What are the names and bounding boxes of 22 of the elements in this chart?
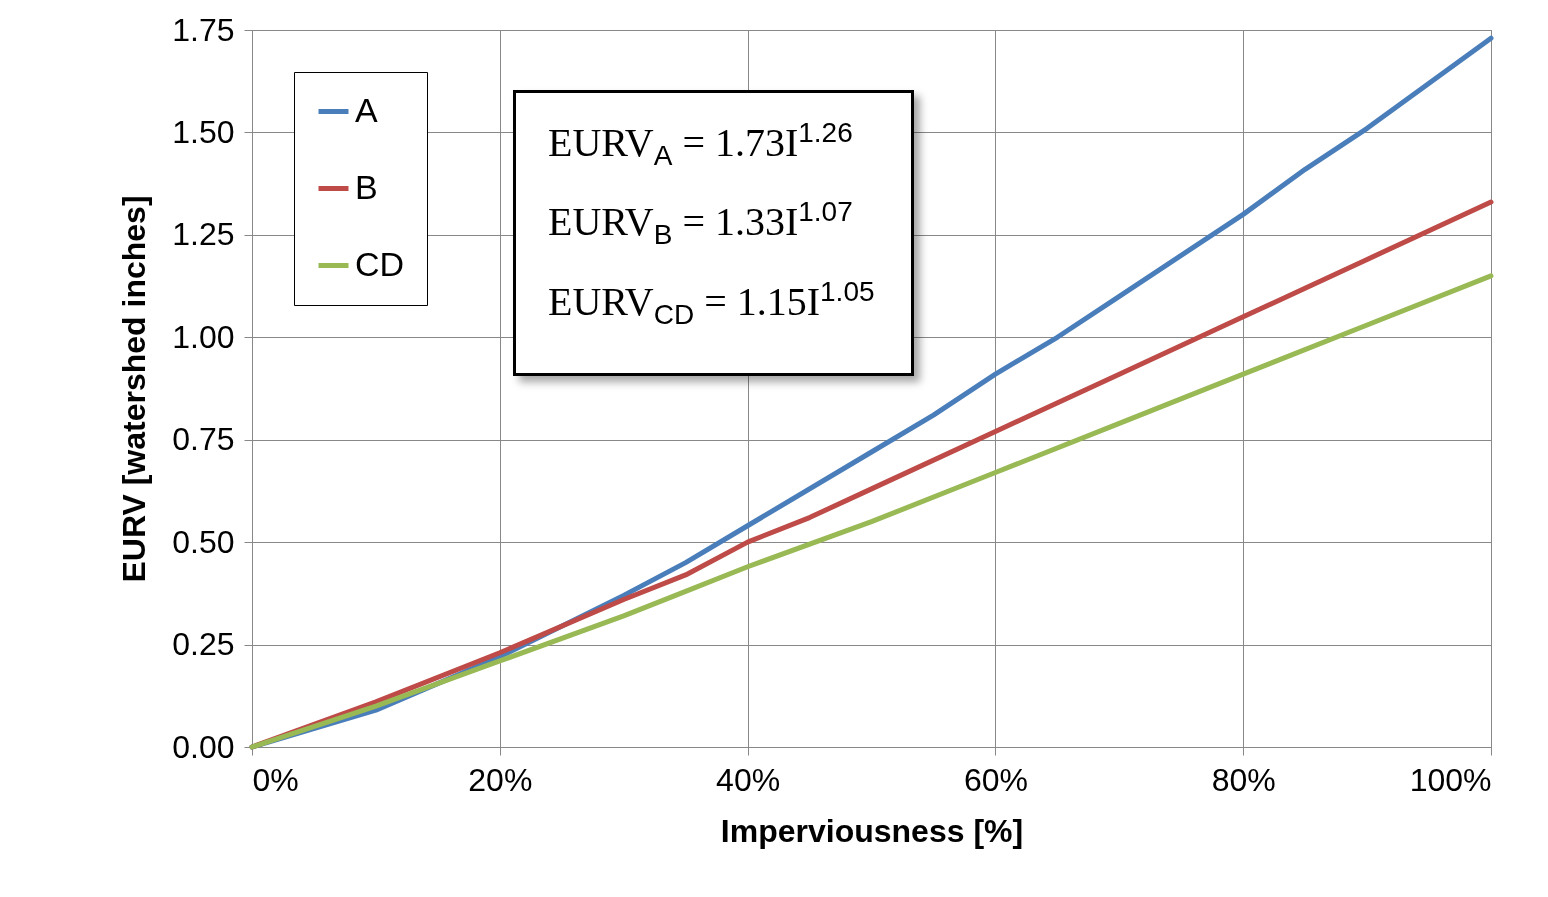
y-tick-label: 0.00 [172,728,235,765]
x-tick-label: 60% [963,761,1028,798]
y-tick-label: 1.00 [172,318,235,355]
y-tick-label: 1.50 [172,113,235,150]
x-tick-label: 40% [716,761,781,798]
annotation: EURV$_{CD}$ = 1.15I$^{1.05}$ [548,274,875,332]
y-tick-label: 0.50 [172,523,235,560]
y-tick-label: 0.75 [172,421,235,458]
legend-label: B [355,167,378,206]
x-tick-label: 100% [1409,761,1492,798]
legend-label: CD [355,244,405,283]
legend-label: A [355,90,378,129]
y-tick-label: 1.25 [172,216,235,253]
x-tick-label: 20% [468,761,533,798]
y-tick-label: 1.75 [172,11,235,48]
x-axis-title: Imperviousness [%] [720,812,1024,849]
annotation: EURV$_{A}$ = 1.73I$^{1.26}$ [548,116,854,174]
x-tick-label: 0% [252,761,299,798]
y-axis-title: EURV [watershed inches] [116,195,153,583]
x-tick-label: 80% [1211,761,1276,798]
y-tick-label: 0.25 [172,626,235,663]
annotation: EURV$_{B}$ = 1.33I$^{1.07}$ [548,195,854,253]
